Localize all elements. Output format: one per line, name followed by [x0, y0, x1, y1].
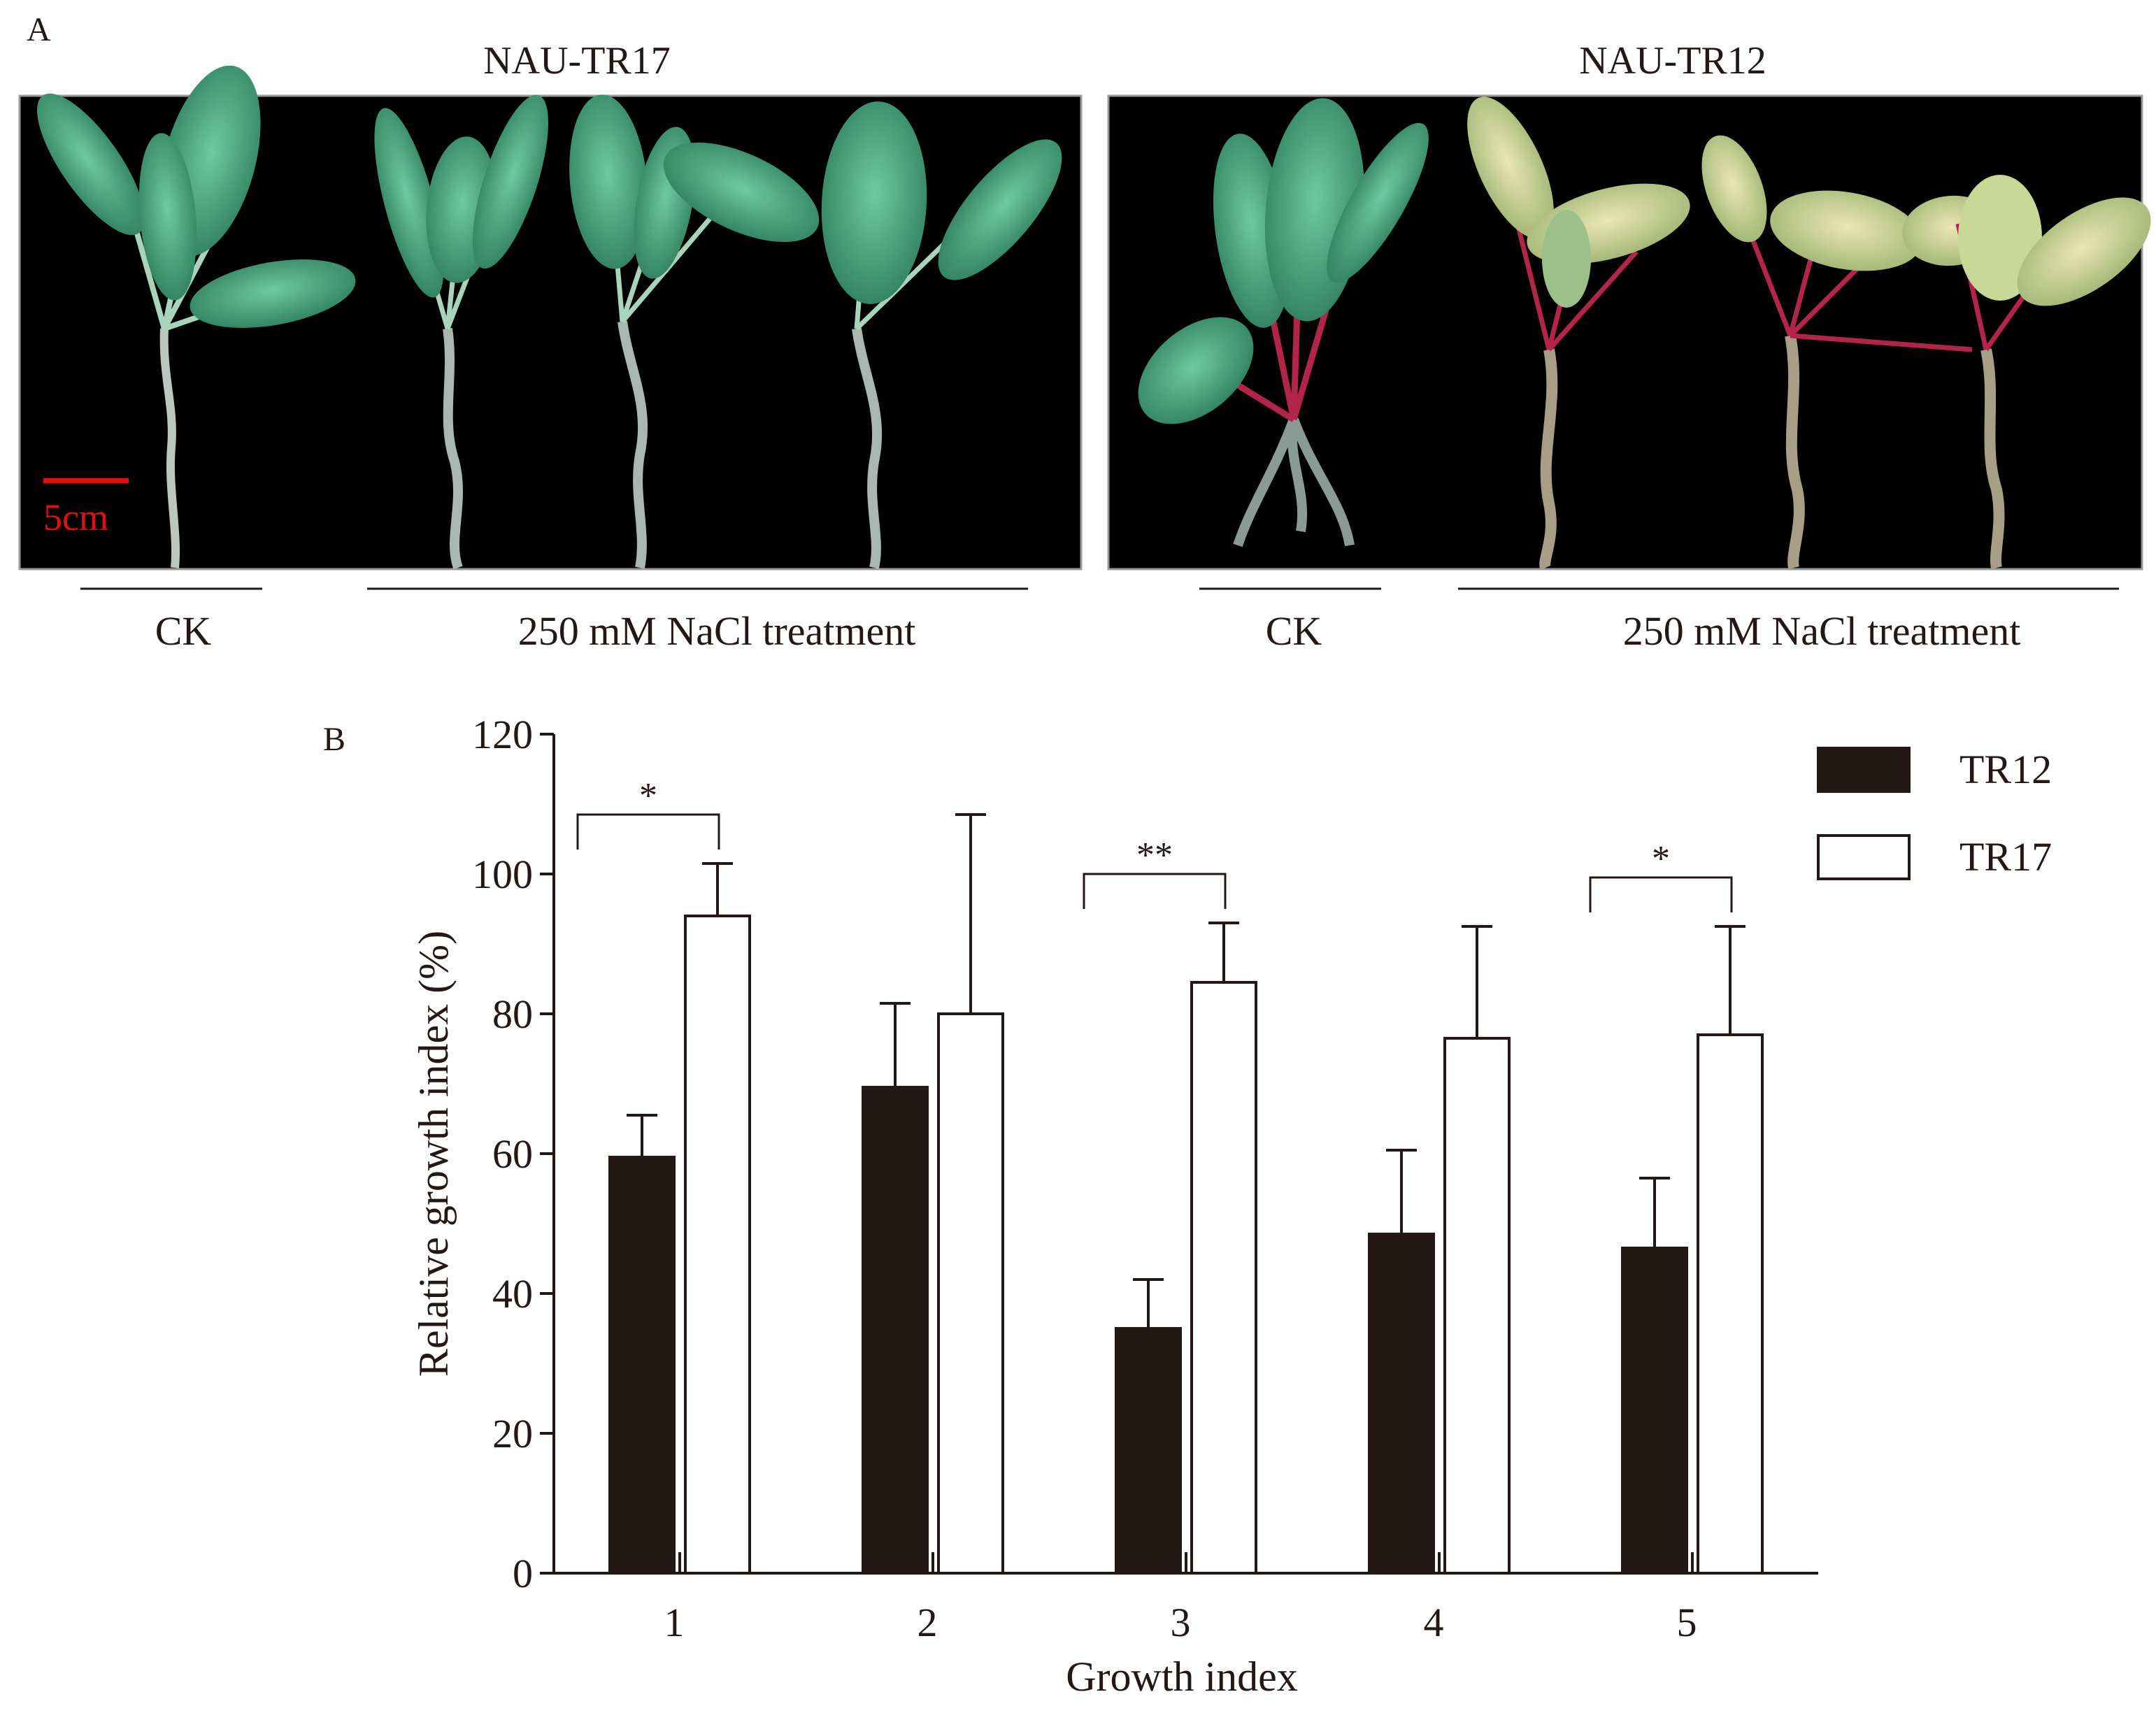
significance-bracket-line: [1589, 876, 1733, 912]
x-tick-label: 5: [1677, 1600, 1697, 1645]
bars: [608, 915, 1764, 1575]
plant-tr12-treated-2-root: [1785, 334, 1805, 569]
plant-tr17-treated-1-root: [443, 328, 463, 570]
panel-a-label: A: [27, 11, 51, 48]
significance-label: **: [1136, 836, 1173, 875]
legend-swatch-tr12: [1817, 747, 1911, 793]
bar-tr17-5: [1697, 1033, 1764, 1575]
significance-label: *: [639, 776, 657, 816]
plant-tr17-treated-1: [374, 94, 549, 570]
y-tick-label: 60: [492, 1131, 533, 1177]
x-axis-title: Growth index: [1066, 1654, 1298, 1700]
bar-tr12-4: [1368, 1233, 1435, 1575]
plant-tr17-ck-leaf: [190, 259, 356, 328]
plant-tr12-treated-1: [1467, 96, 1690, 571]
y-axis-ticks: 0 20 40 60 80 100 120: [472, 712, 554, 1596]
y-tick-label: 0: [513, 1551, 533, 1596]
photo-title-tr12: NAU-TR12: [1579, 39, 1766, 83]
panel-a: A NAU-TR17 NAU-TR12: [18, 11, 2151, 654]
plant-tr12-ck-leaf: [1138, 317, 1254, 424]
plant-tr12-treated-1-leaf: [1467, 96, 1554, 239]
plant-tr17-treated-2-leaf: [569, 94, 648, 269]
plant-tr12-treated-2-leaf: [1701, 135, 1767, 243]
group-label-tr12-treatment: 250 mM NaCl treatment: [1623, 608, 2021, 654]
plant-tr17-treated-2-root: [617, 321, 648, 569]
plant-tr12-treated-3: [1955, 175, 2151, 569]
plant-tr12-treated-2-stem: [1725, 173, 1973, 352]
group-label-tr17-ck: CK: [155, 608, 212, 654]
y-tick-label: 120: [472, 712, 533, 757]
plant-tr17-treated-2: [569, 94, 820, 569]
plant-tr17-ck-root: [159, 328, 180, 568]
plant-tr17-ck-leaf: [138, 133, 197, 301]
group-label-tr12-ck: CK: [1266, 608, 1322, 654]
scale-bar: [43, 478, 129, 483]
plant-tr12-treated-3-leaf: [2017, 197, 2151, 306]
plant-tr17-ck: [37, 65, 356, 568]
plant-tr17-treated-1-leaf: [472, 94, 549, 269]
plant-tr12-treated-2-leaf: [1770, 190, 1922, 271]
scale-bar-label: 5cm: [43, 496, 108, 538]
photo-tr17: 5cm: [18, 65, 1083, 571]
bar-tr12-3: [1115, 1327, 1182, 1575]
group-label-tr17-treatment: 250 mM NaCl treatment: [518, 608, 916, 654]
plant-tr12-ck: [1138, 98, 1429, 547]
plant-tr17-ck-leaf: [37, 93, 145, 236]
plant-tr17-treated-3-leaf: [938, 139, 1062, 280]
bar-tr17-1: [684, 915, 751, 1575]
x-tick-label: 2: [918, 1600, 938, 1645]
significance-bracket-line: [1083, 873, 1227, 909]
plant-tr17-treated-1-leaf: [374, 108, 444, 298]
photo-title-tr17: NAU-TR17: [483, 39, 671, 83]
x-tick-label: 4: [1424, 1600, 1444, 1645]
bar-tr12-5: [1621, 1247, 1688, 1575]
significance-bracket-line: [576, 813, 720, 850]
plant-tr12-ck-leaf: [1327, 122, 1429, 283]
bar-tr12-1: [608, 1156, 676, 1575]
panel-b-label: B: [323, 721, 345, 758]
x-tick-label: 1: [664, 1600, 685, 1645]
bar-tr17-2: [937, 1012, 1004, 1575]
significance-bracket: **: [1083, 836, 1227, 909]
y-tick-label: 20: [492, 1411, 533, 1456]
bar-tr12-2: [862, 1086, 929, 1575]
significance-bracket: *: [576, 776, 720, 850]
plant-tr12-ck-root: [1233, 417, 1355, 547]
legend-label-tr17: TR17: [1959, 834, 2052, 880]
x-axis-ticks: 1 2 3 4 5: [664, 1552, 1697, 1645]
plant-tr17-treated-3: [821, 101, 1062, 569]
significance-bracket: *: [1589, 839, 1733, 912]
y-axis-title: Relative growth index (%): [411, 931, 457, 1377]
significance-marks: *** *: [576, 776, 1733, 912]
bar-tr17-3: [1190, 981, 1257, 1575]
plant-tr17-treated-2-leaf: [663, 142, 820, 243]
plant-tr12-treated-1-leaf: [1542, 210, 1591, 308]
legend: TR12 TR17: [1817, 747, 2052, 880]
x-tick-label: 3: [1171, 1600, 1191, 1645]
y-tick-label: 100: [472, 852, 533, 897]
photo-tr12: [1107, 94, 2151, 571]
plant-tr17-treated-3-leaf: [821, 101, 927, 304]
bar-tr17-4: [1443, 1037, 1511, 1575]
plant-tr12-treated-1-root: [1539, 348, 1558, 571]
y-tick-label: 80: [492, 991, 533, 1037]
significance-label: *: [1652, 839, 1670, 879]
plant-tr12-treated-3-root: [1980, 348, 2005, 569]
plant-tr17-treated-3-root: [852, 328, 883, 569]
legend-label-tr12: TR12: [1959, 747, 2052, 792]
legend-swatch-tr17: [1817, 834, 1911, 880]
error-bars: [627, 813, 1745, 1328]
y-tick-label: 40: [492, 1271, 533, 1317]
